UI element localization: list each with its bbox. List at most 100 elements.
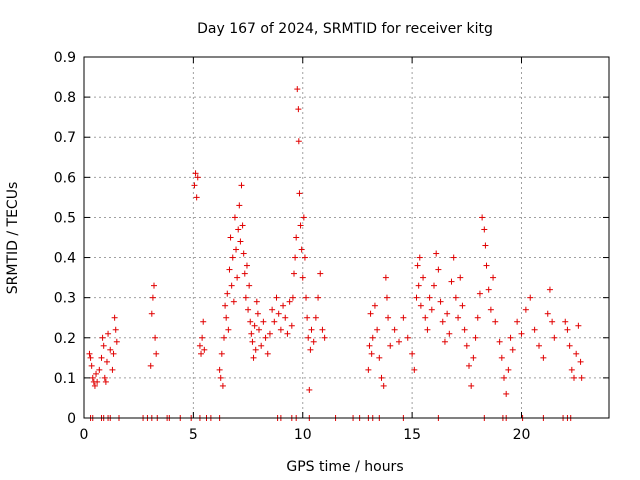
data-point xyxy=(575,322,582,329)
data-point xyxy=(245,306,252,313)
data-point xyxy=(566,342,573,349)
data-point xyxy=(111,314,118,321)
data-point xyxy=(291,270,297,277)
data-point xyxy=(264,350,271,357)
data-point xyxy=(371,302,378,309)
data-point xyxy=(501,374,507,381)
data-point xyxy=(431,282,437,289)
grid-lines xyxy=(84,57,609,418)
data-point xyxy=(514,318,521,325)
data-point xyxy=(307,346,314,353)
x-tick-label: 10 xyxy=(294,427,312,443)
data-point xyxy=(242,294,249,301)
data-point xyxy=(450,254,457,261)
data-point xyxy=(249,338,256,345)
data-point xyxy=(507,334,514,341)
data-point xyxy=(275,310,282,317)
data-point xyxy=(455,314,462,321)
data-point xyxy=(299,274,306,281)
data-point xyxy=(376,354,383,361)
data-point xyxy=(424,326,431,333)
data-point xyxy=(312,314,319,321)
data-point xyxy=(240,250,247,257)
data-point xyxy=(98,354,105,361)
data-point xyxy=(192,170,199,177)
data-point xyxy=(86,350,93,357)
data-point xyxy=(99,334,106,341)
data-point xyxy=(472,334,479,341)
chart-title: Day 167 of 2024, SRMTID for receiver kit… xyxy=(197,21,493,37)
data-point xyxy=(441,338,448,345)
data-point xyxy=(448,278,455,285)
x-axis-title: GPS time / hours xyxy=(286,459,403,475)
data-point xyxy=(87,354,94,361)
data-point xyxy=(496,338,503,345)
data-point xyxy=(428,306,435,313)
data-point xyxy=(101,374,108,381)
data-point xyxy=(490,274,497,281)
data-point xyxy=(310,338,317,345)
data-point xyxy=(459,302,466,309)
data-point xyxy=(93,370,100,377)
data-point xyxy=(109,366,116,373)
data-point xyxy=(562,318,569,325)
data-point xyxy=(304,314,311,321)
data-points xyxy=(86,86,585,421)
data-point xyxy=(286,298,293,305)
y-tick-label: 0.5 xyxy=(54,210,76,226)
data-point xyxy=(383,294,390,301)
data-point xyxy=(400,314,407,321)
data-point xyxy=(380,382,387,389)
data-point xyxy=(531,326,538,333)
data-point xyxy=(503,390,510,397)
plot-frame xyxy=(83,56,610,419)
data-point xyxy=(540,354,547,361)
data-point xyxy=(568,366,575,373)
data-point xyxy=(446,330,453,337)
data-point xyxy=(236,202,243,209)
data-point xyxy=(151,282,157,289)
y-tick-label: 0.6 xyxy=(54,170,76,186)
data-point xyxy=(273,294,280,301)
data-point xyxy=(223,314,230,321)
data-point xyxy=(231,214,238,221)
data-point xyxy=(536,342,542,349)
data-point xyxy=(415,282,422,289)
data-point xyxy=(152,334,159,341)
data-point xyxy=(551,334,558,341)
data-point xyxy=(303,294,310,301)
data-point xyxy=(271,318,278,325)
data-point xyxy=(224,290,231,297)
data-point xyxy=(295,138,302,145)
data-point xyxy=(193,194,200,201)
data-point xyxy=(110,350,117,357)
data-point xyxy=(527,294,534,301)
data-point xyxy=(147,362,154,369)
data-point xyxy=(368,350,375,357)
data-point xyxy=(269,306,276,313)
data-point xyxy=(476,290,483,297)
data-point xyxy=(200,318,207,325)
data-point xyxy=(191,182,198,189)
data-point xyxy=(564,326,571,333)
data-point xyxy=(549,318,556,325)
data-point xyxy=(544,310,551,317)
data-point xyxy=(522,306,529,313)
data-point xyxy=(247,318,254,325)
data-point xyxy=(437,298,444,305)
data-point xyxy=(482,242,489,249)
data-point xyxy=(487,306,494,313)
data-point xyxy=(221,334,227,341)
data-point xyxy=(199,334,206,341)
data-point xyxy=(483,262,490,269)
data-point xyxy=(246,282,253,289)
data-point xyxy=(230,298,237,305)
data-point xyxy=(409,350,416,357)
data-point xyxy=(294,86,301,93)
y-tick-label: 0.1 xyxy=(54,371,76,387)
data-point xyxy=(297,222,304,229)
data-point xyxy=(216,366,223,373)
data-point xyxy=(295,106,302,113)
y-tick-label: 0.8 xyxy=(54,90,76,106)
